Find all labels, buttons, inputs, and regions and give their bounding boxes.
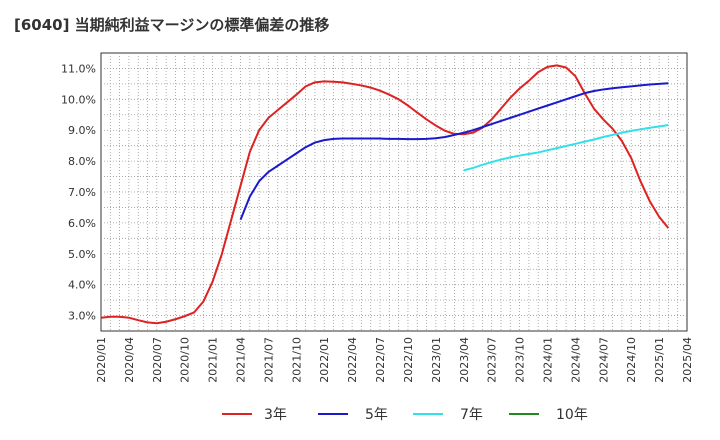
x-tick-label: 2020/01 bbox=[95, 337, 108, 383]
legend-label-10年: 10年 bbox=[556, 407, 588, 423]
y-tick-label: 6.0% bbox=[68, 217, 96, 230]
x-tick-label: 2025/04 bbox=[681, 337, 694, 383]
y-tick-label: 10.0% bbox=[61, 93, 96, 106]
grid-layer bbox=[100, 52, 688, 332]
x-tick-label: 2022/07 bbox=[374, 337, 387, 383]
x-tick-label: 2021/07 bbox=[262, 337, 275, 383]
y-tick-label: 4.0% bbox=[68, 279, 96, 292]
series-line-3年 bbox=[100, 64, 670, 325]
y-tick-label: 3.0% bbox=[68, 310, 96, 323]
legend: 3年 5年 7年 10年 bbox=[222, 407, 588, 423]
x-tick-label: 2022/01 bbox=[318, 337, 331, 383]
x-tick-label: 2020/04 bbox=[123, 337, 136, 383]
series-line-7年 bbox=[463, 123, 669, 172]
y-tick-label: 11.0% bbox=[61, 62, 96, 75]
y-tick-label: 9.0% bbox=[68, 124, 96, 137]
x-tick-label: 2023/07 bbox=[486, 337, 499, 383]
y-tick-label: 7.0% bbox=[68, 186, 96, 199]
x-tick-label: 2023/01 bbox=[430, 337, 443, 383]
x-tick-label: 2021/01 bbox=[207, 337, 220, 383]
legend-label-3年: 3年 bbox=[264, 407, 287, 423]
x-tick-label: 2024/04 bbox=[569, 337, 582, 383]
legend-label-5年: 5年 bbox=[365, 407, 388, 423]
x-tick-label: 2023/10 bbox=[514, 337, 527, 383]
x-tick-label: 2021/10 bbox=[290, 337, 303, 383]
x-tick-label: 2020/10 bbox=[179, 337, 192, 383]
series-layer bbox=[100, 64, 670, 325]
x-tick-label: 2024/07 bbox=[597, 337, 610, 383]
legend-label-7年: 7年 bbox=[460, 407, 483, 423]
y-tick-label: 5.0% bbox=[68, 248, 96, 261]
x-tick-label: 2024/10 bbox=[625, 337, 638, 383]
y-tick-label: 8.0% bbox=[68, 155, 96, 168]
chart-title: [6040] 当期純利益マージンの標準偏差の推移 bbox=[14, 16, 330, 34]
x-tick-label: 2022/04 bbox=[346, 337, 359, 383]
x-tick-label: 2025/01 bbox=[653, 337, 666, 383]
x-tick-label: 2020/07 bbox=[151, 337, 164, 383]
axis-layer: 3.0% 4.0% 5.0% 6.0% 7.0% 8.0% 9.0% 10.0% 11.0% 20… bbox=[61, 62, 694, 382]
x-tick-label: 2023/04 bbox=[458, 337, 471, 383]
x-tick-label: 2022/10 bbox=[402, 337, 415, 383]
x-tick-label: 2024/01 bbox=[541, 337, 554, 383]
series-line-5年 bbox=[239, 82, 669, 221]
x-tick-label: 2021/04 bbox=[235, 337, 248, 383]
